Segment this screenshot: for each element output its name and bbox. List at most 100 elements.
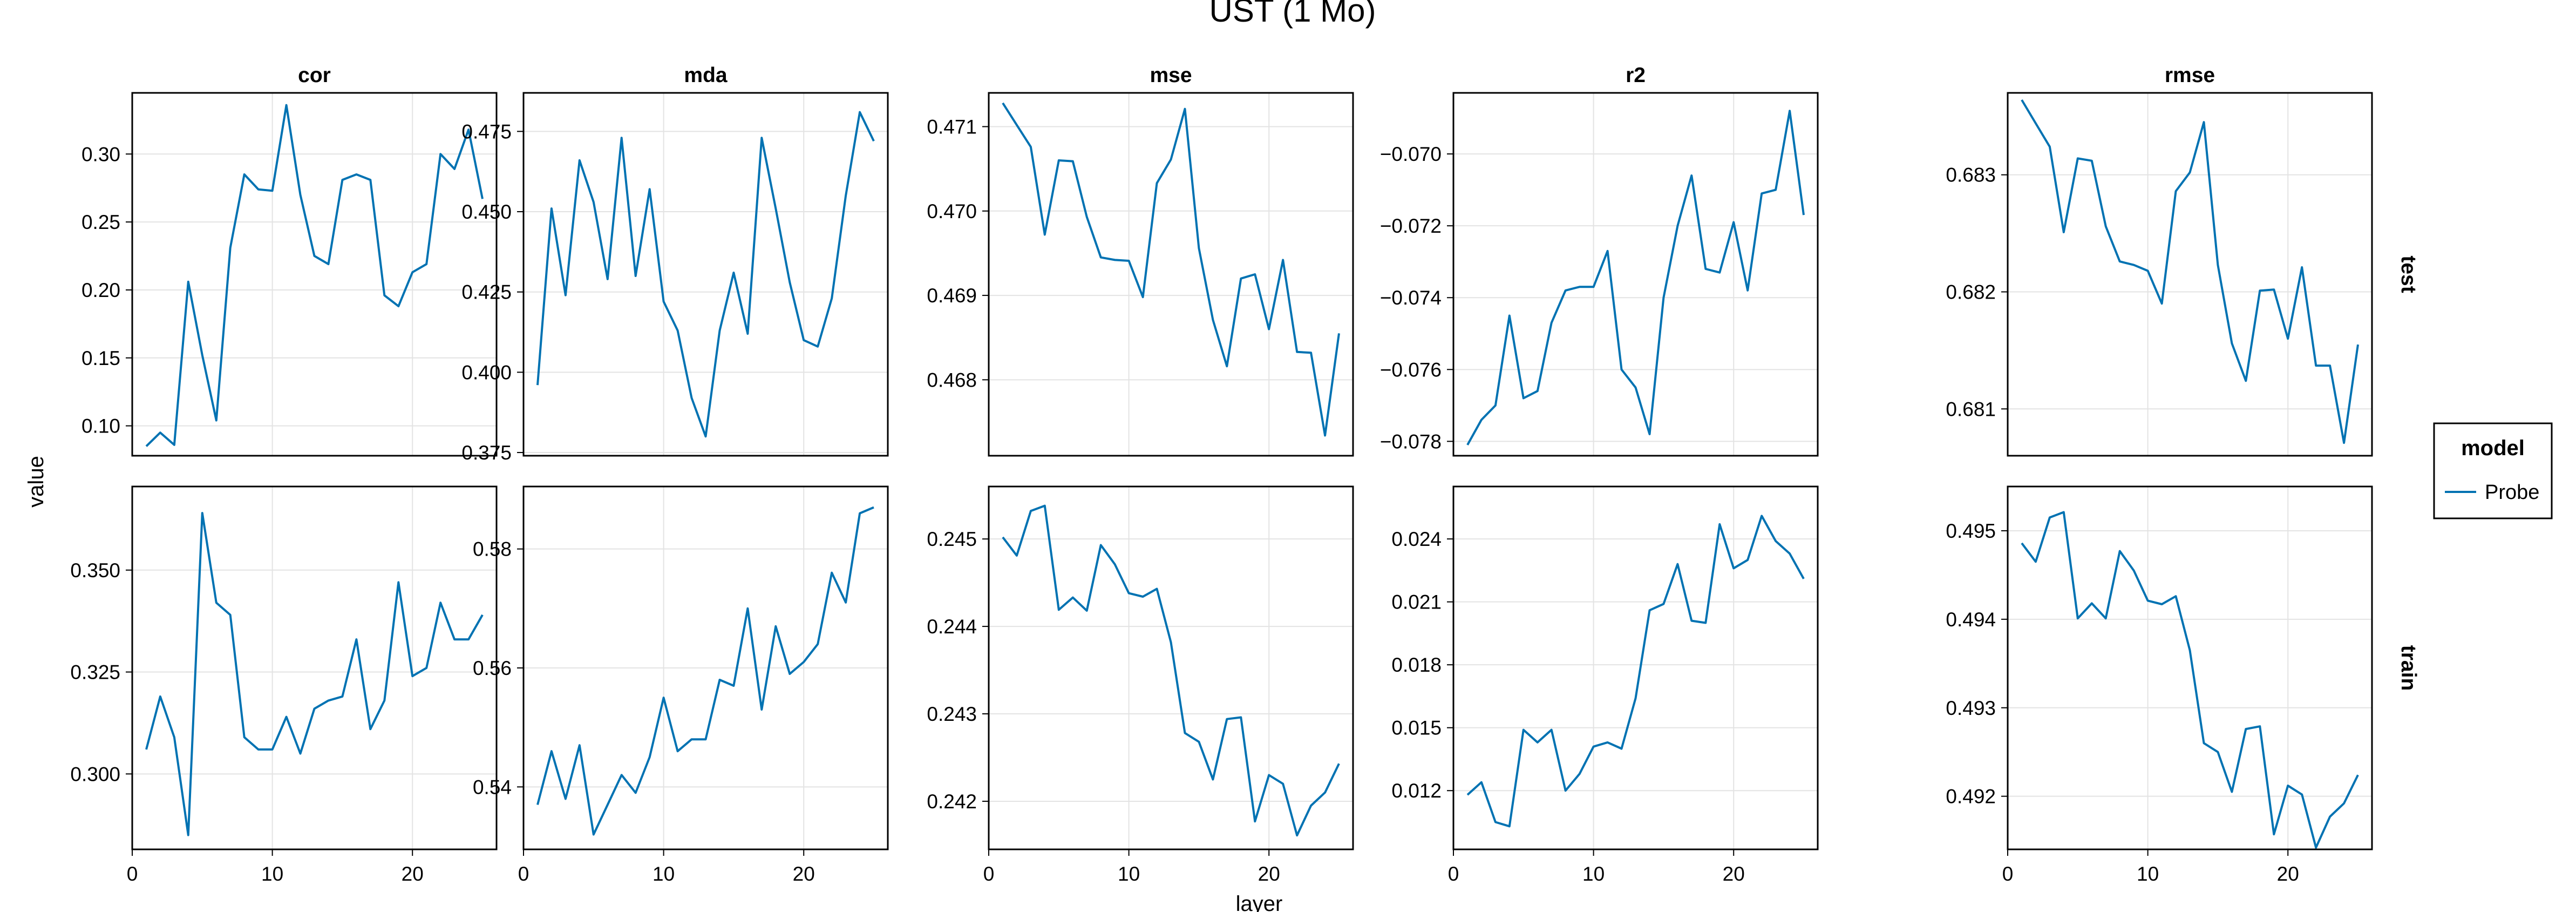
y-tick-label: 0.350: [70, 559, 120, 582]
chart-title: UST (1 Mo): [1209, 0, 1376, 29]
x-axis-title: layer: [1236, 892, 1283, 912]
column-label-mse: mse: [1150, 64, 1192, 87]
panel-rmse-test: 0.681 0.682 0.683 rmse test: [1946, 64, 2420, 457]
legend-label-probe: Probe: [2485, 481, 2539, 504]
x-tick-label: 0: [983, 863, 995, 885]
y-tick-label: 0.245: [927, 528, 977, 550]
x-tick-label: 20: [1258, 863, 1280, 885]
panel-cor-test: 0.10 0.15 0.20 0.25 0.30 cor: [81, 64, 498, 457]
y-tick-label: 0.15: [81, 347, 120, 369]
column-label-rmse: rmse: [2165, 64, 2215, 87]
y-tick-label: 0.243: [927, 703, 977, 725]
y-tick-label: 0.20: [81, 279, 120, 301]
y-tick-label: −0.070: [1380, 143, 1442, 165]
y-tick-label: 0.021: [1391, 591, 1442, 613]
y-tick-label: 0.015: [1391, 717, 1442, 739]
y-tick-label: −0.076: [1380, 359, 1442, 381]
y-tick-label: 0.30: [81, 143, 120, 165]
legend: model Probe: [2433, 422, 2553, 519]
y-tick-label: 0.54: [473, 776, 512, 798]
x-tick-label: 10: [1582, 863, 1605, 885]
series-line-probe: [536, 111, 875, 438]
x-tick-label: 0: [2002, 863, 2014, 885]
series-line-probe: [1002, 102, 1340, 437]
y-tick-label: 0.468: [927, 369, 977, 391]
series-line-probe: [1466, 515, 1805, 828]
x-tick-label: 10: [653, 863, 675, 885]
panel-frame: [522, 92, 889, 457]
y-tick-label: −0.072: [1380, 215, 1442, 237]
x-tick-label: 10: [2137, 863, 2159, 885]
y-tick-label: 0.242: [927, 791, 977, 813]
column-label-mda: mda: [684, 64, 728, 87]
y-tick-label: 0.56: [473, 657, 512, 679]
y-tick-label: −0.078: [1380, 430, 1442, 452]
panel-grid: 0.100.150.200.250.30cor0.3750.4000.4250.…: [70, 64, 2420, 885]
y-tick-label: 0.471: [927, 116, 977, 138]
y-tick-label: 0.450: [461, 201, 512, 223]
y-tick-label: 0.493: [1946, 697, 1996, 719]
y-tick-label: 0.683: [1946, 164, 1996, 186]
x-tick-label: 10: [261, 863, 283, 885]
panel-r2-train: 0 10 20 0.012 0.015 0.018 0.021 0.024: [1391, 485, 1819, 885]
x-tick-label: 10: [1118, 863, 1140, 885]
legend-title: model: [2461, 436, 2525, 460]
panel-frame: [1452, 485, 1819, 850]
y-tick-label: 0.58: [473, 538, 512, 560]
panel-r2-test: −0.078 −0.076 −0.074 −0.072 −0.070 r2: [1380, 64, 1819, 457]
x-tick-label: 0: [1448, 863, 1459, 885]
y-tick-label: 0.681: [1946, 398, 1996, 420]
panel-rmse-train: 0 10 20 0.492 0.493 0.494 0.495 train: [1946, 485, 2420, 885]
y-tick-label: 0.492: [1946, 786, 1996, 808]
series-line-probe: [2021, 511, 2359, 849]
panel-mda-train: 0 10 20 0.54 0.56 0.58: [473, 485, 889, 885]
y-tick-label: 0.018: [1391, 654, 1442, 676]
x-tick-label: 20: [402, 863, 424, 885]
y-tick-label: 0.024: [1391, 528, 1442, 550]
series-line-probe: [2021, 99, 2359, 444]
panel-frame: [131, 92, 498, 457]
panel-frame: [2007, 485, 2373, 850]
column-label-r2: r2: [1626, 64, 1646, 87]
series-line-probe: [145, 512, 484, 836]
panel-frame: [988, 92, 1354, 457]
y-tick-label: 0.25: [81, 211, 120, 233]
panel-frame: [2007, 92, 2373, 457]
x-tick-label: 20: [793, 863, 815, 885]
x-tick-label: 20: [1723, 863, 1745, 885]
y-tick-label: −0.074: [1380, 287, 1442, 309]
row-label-train: train: [2397, 645, 2420, 691]
y-tick-label: 0.475: [461, 120, 512, 143]
y-tick-label: 0.495: [1946, 520, 1996, 542]
y-tick-label: 0.470: [927, 200, 977, 222]
series-line-probe: [145, 104, 484, 447]
panel-cor-train: 0 10 20 0.300 0.325 0.350: [70, 485, 498, 885]
y-tick-label: 0.682: [1946, 281, 1996, 303]
panel-mse-test: 0.468 0.469 0.470 0.471 mse: [927, 64, 1354, 457]
y-tick-label: 0.469: [927, 285, 977, 307]
y-axis-title: value: [24, 456, 48, 508]
row-label-test: test: [2397, 255, 2420, 293]
y-tick-label: 0.400: [461, 361, 512, 383]
panel-frame: [988, 485, 1354, 850]
panel-frame: [1452, 92, 1819, 457]
y-tick-label: 0.494: [1946, 609, 1996, 631]
y-tick-label: 0.425: [461, 281, 512, 303]
series-line-probe: [536, 506, 874, 836]
series-line-probe: [1002, 504, 1340, 837]
x-tick-label: 20: [2277, 863, 2299, 885]
panel-frame: [131, 485, 498, 850]
x-tick-label: 0: [518, 863, 529, 885]
y-tick-label: 0.325: [70, 661, 120, 684]
x-tick-label: 0: [127, 863, 138, 885]
y-tick-label: 0.244: [927, 616, 977, 638]
y-tick-label: 0.10: [81, 415, 120, 437]
panel-frame: [522, 485, 889, 850]
y-tick-label: 0.375: [461, 442, 512, 464]
column-label-cor: cor: [298, 64, 331, 87]
y-tick-label: 0.012: [1391, 780, 1442, 802]
panel-mda-test: 0.375 0.400 0.425 0.450 0.475 mda: [461, 64, 889, 464]
panel-mse-train: 0 10 20 0.242 0.243 0.244 0.245: [927, 485, 1354, 885]
legend-box: [2433, 422, 2553, 519]
